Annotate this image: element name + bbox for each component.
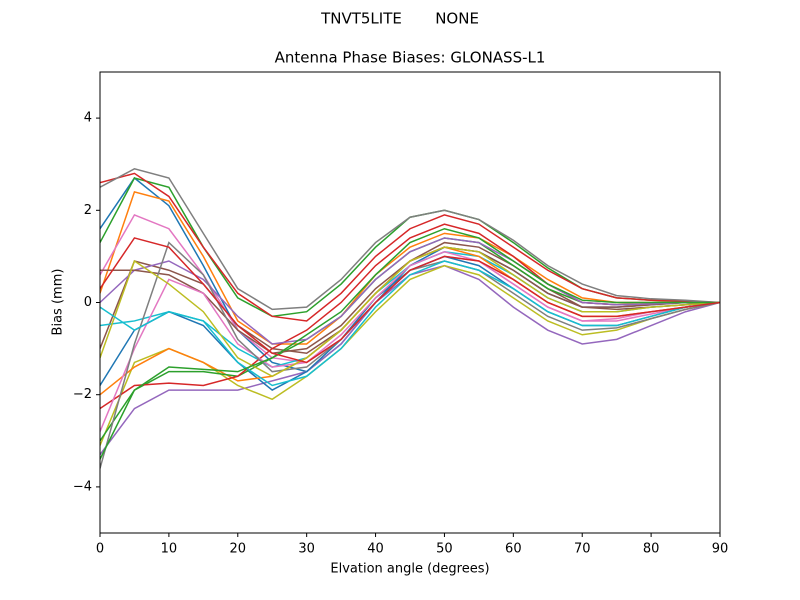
x-tick-label: 0 <box>96 542 104 557</box>
x-tick-label: 30 <box>298 542 315 557</box>
series-line <box>100 264 720 456</box>
x-axis-label: Elvation angle (degrees) <box>330 562 489 577</box>
x-tick-label: 80 <box>643 542 660 557</box>
y-tick-label: 4 <box>84 111 92 126</box>
x-tick-label: 50 <box>436 542 453 557</box>
series-line <box>100 172 720 322</box>
series-line <box>100 264 720 446</box>
series-line <box>100 260 720 387</box>
suptitle: TNVT5LITE NONE <box>320 10 479 28</box>
series-line <box>100 168 720 311</box>
chart-title: Antenna Phase Biases: GLONASS-L1 <box>275 49 546 67</box>
x-tick-label: 20 <box>230 542 247 557</box>
y-tick-label: −2 <box>73 387 92 402</box>
y-tick-label: 0 <box>84 295 92 310</box>
y-tick-label: −4 <box>73 479 92 494</box>
x-tick-label: 60 <box>505 542 522 557</box>
x-tick-label: 40 <box>367 542 384 557</box>
series-line <box>100 246 720 378</box>
y-axis-label: Bias (mm) <box>51 269 66 336</box>
series-line <box>100 241 720 469</box>
series-line <box>100 246 720 354</box>
x-tick-label: 70 <box>574 542 591 557</box>
series-line <box>100 237 720 345</box>
series-line <box>100 251 720 432</box>
plot-frame <box>99 71 721 534</box>
x-tick-label: 10 <box>161 542 178 557</box>
x-tick-label: 90 <box>712 542 729 557</box>
series-line <box>100 237 720 442</box>
y-tick-label: 2 <box>84 203 92 218</box>
series-line <box>100 237 720 364</box>
series-line <box>100 227 720 460</box>
